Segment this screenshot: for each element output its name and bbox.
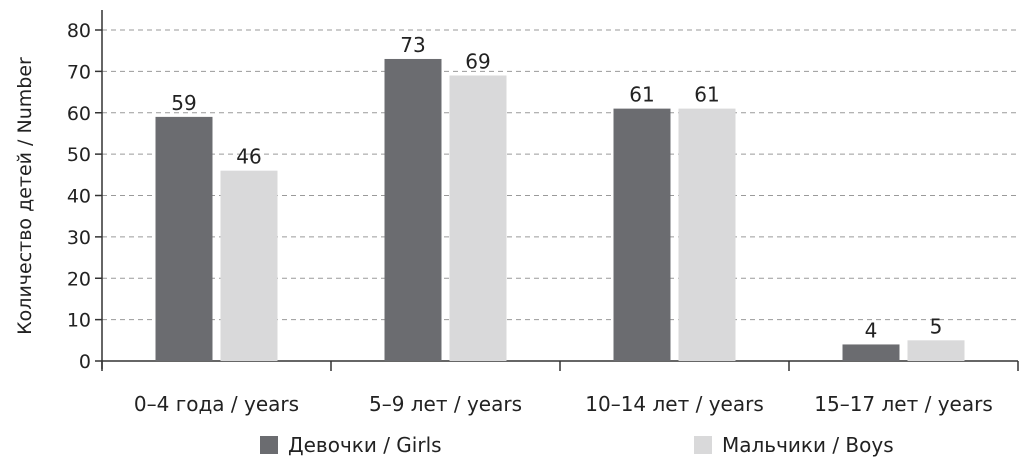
data-label: 69 [465,50,490,74]
y-tick-label: 30 [67,227,91,249]
y-tick-label: 70 [67,61,91,83]
bar [155,116,213,361]
y-tick-label: 20 [67,268,91,290]
category-label: 0–4 года / years [134,392,299,416]
bar [678,108,736,361]
bars [155,58,965,362]
bar [842,344,900,361]
data-label: 5 [930,314,943,338]
data-label: 73 [400,33,425,57]
legend-label: Девочки / Girls [288,433,442,457]
data-label: 46 [236,145,261,169]
bar [907,340,965,361]
y-tick-label: 80 [67,20,91,42]
category-labels: 0–4 года / years 5–9 лет / years 10–14 лет… [134,392,993,416]
bar [384,58,442,362]
data-label: 61 [694,83,719,107]
y-tick-label: 60 [67,103,91,125]
data-label: 61 [629,83,654,107]
bar [220,170,278,361]
data-label: 4 [865,318,878,342]
legend-swatch [260,436,278,454]
y-tick-label: 10 [67,310,91,332]
y-tick-label: 50 [67,144,91,166]
y-tick-label: 0 [79,351,91,373]
data-labels: 59 46 73 69 61 61 4 5 [171,33,942,342]
category-label: 15–17 лет / years [814,392,993,416]
category-label: 10–14 лет / years [585,392,764,416]
legend-swatch [694,436,712,454]
y-tick-label: 40 [67,186,91,208]
data-label: 59 [171,91,196,115]
bar [613,108,671,361]
bar [449,75,507,361]
y-axis-title: Количество детей / Number [14,57,36,335]
legend: Девочки / Girls Мальчики / Boys [260,433,894,457]
y-tick-labels: 0 10 20 30 40 50 60 70 80 [67,20,91,373]
legend-label: Мальчики / Boys [722,433,894,457]
category-label: 5–9 лет / years [369,392,522,416]
